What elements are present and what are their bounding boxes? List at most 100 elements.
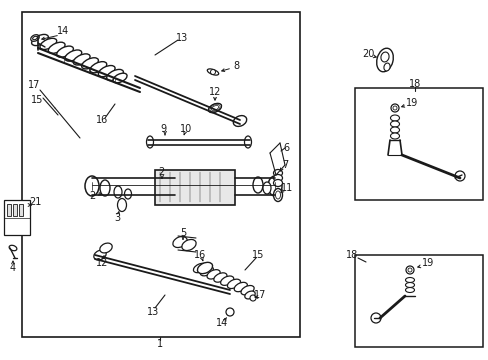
Text: 17: 17 <box>28 80 40 90</box>
Text: 4: 4 <box>10 263 16 273</box>
Ellipse shape <box>100 243 112 253</box>
Ellipse shape <box>390 121 399 127</box>
Ellipse shape <box>33 36 37 40</box>
Circle shape <box>390 104 398 112</box>
Ellipse shape <box>234 282 247 292</box>
Circle shape <box>407 268 411 272</box>
Ellipse shape <box>65 50 81 61</box>
Circle shape <box>210 69 215 75</box>
Ellipse shape <box>32 35 48 46</box>
Ellipse shape <box>173 237 187 248</box>
Text: 20: 20 <box>361 49 373 59</box>
Text: 1: 1 <box>157 339 163 349</box>
Text: 2: 2 <box>89 191 95 201</box>
Ellipse shape <box>380 52 388 62</box>
Text: 19: 19 <box>405 98 417 108</box>
Ellipse shape <box>273 189 282 202</box>
Ellipse shape <box>9 245 17 251</box>
Text: 15: 15 <box>31 95 43 105</box>
Text: 10: 10 <box>180 124 192 134</box>
Text: 3: 3 <box>114 213 120 223</box>
Circle shape <box>370 313 380 323</box>
Ellipse shape <box>405 278 414 283</box>
Ellipse shape <box>252 177 263 193</box>
Ellipse shape <box>273 175 282 181</box>
Text: 7: 7 <box>281 160 287 170</box>
Ellipse shape <box>206 270 220 279</box>
Ellipse shape <box>383 63 389 71</box>
Ellipse shape <box>244 136 251 148</box>
Ellipse shape <box>273 170 282 176</box>
Ellipse shape <box>390 115 399 121</box>
Text: 16: 16 <box>193 250 206 260</box>
Ellipse shape <box>390 133 399 139</box>
Ellipse shape <box>405 288 414 292</box>
Text: 14: 14 <box>57 26 69 36</box>
Text: 16: 16 <box>96 115 108 125</box>
Ellipse shape <box>98 66 115 77</box>
Text: 11: 11 <box>280 183 292 193</box>
Ellipse shape <box>48 42 65 53</box>
Bar <box>19 204 23 216</box>
Ellipse shape <box>197 262 212 274</box>
Bar <box>13 204 17 216</box>
Ellipse shape <box>193 263 206 273</box>
Text: 13: 13 <box>146 307 159 317</box>
Ellipse shape <box>405 283 414 288</box>
Ellipse shape <box>117 198 126 212</box>
Text: 2: 2 <box>158 167 164 177</box>
Circle shape <box>392 106 396 110</box>
Bar <box>22 12 299 337</box>
Text: 6: 6 <box>283 143 288 153</box>
Bar <box>4 200 30 235</box>
Text: 21: 21 <box>29 197 41 207</box>
Ellipse shape <box>267 176 282 196</box>
Circle shape <box>249 295 256 301</box>
Ellipse shape <box>213 273 226 282</box>
Ellipse shape <box>273 180 282 186</box>
Text: 8: 8 <box>232 61 239 71</box>
Text: 17: 17 <box>253 290 265 300</box>
Ellipse shape <box>90 62 106 73</box>
Ellipse shape <box>85 176 99 196</box>
Ellipse shape <box>227 279 240 288</box>
Text: 18: 18 <box>408 79 420 89</box>
Bar <box>354 255 482 347</box>
Text: 12: 12 <box>96 258 108 268</box>
Ellipse shape <box>106 69 123 81</box>
Text: 5: 5 <box>180 228 186 238</box>
Ellipse shape <box>57 46 73 57</box>
Ellipse shape <box>220 276 233 285</box>
Ellipse shape <box>390 127 399 133</box>
Ellipse shape <box>376 48 392 72</box>
Text: 12: 12 <box>208 87 221 97</box>
Bar <box>155 170 235 205</box>
Ellipse shape <box>73 54 90 65</box>
Ellipse shape <box>241 285 254 295</box>
Circle shape <box>454 171 464 181</box>
Ellipse shape <box>275 191 280 199</box>
Bar <box>7 204 11 216</box>
Text: 19: 19 <box>421 258 433 268</box>
Ellipse shape <box>31 35 39 41</box>
Ellipse shape <box>81 58 98 69</box>
Ellipse shape <box>146 136 153 148</box>
Ellipse shape <box>263 182 270 194</box>
Ellipse shape <box>207 69 218 75</box>
Ellipse shape <box>244 291 255 299</box>
Text: 14: 14 <box>215 318 228 328</box>
Text: 15: 15 <box>251 250 264 260</box>
Ellipse shape <box>100 180 110 196</box>
Ellipse shape <box>233 116 246 126</box>
Ellipse shape <box>208 103 221 113</box>
Bar <box>354 88 482 200</box>
Text: 9: 9 <box>160 124 166 134</box>
Ellipse shape <box>200 266 213 276</box>
Circle shape <box>405 266 413 274</box>
Circle shape <box>225 308 234 316</box>
Ellipse shape <box>40 38 57 49</box>
Ellipse shape <box>182 239 196 251</box>
Ellipse shape <box>113 73 127 83</box>
Ellipse shape <box>124 189 131 199</box>
Ellipse shape <box>94 250 106 260</box>
